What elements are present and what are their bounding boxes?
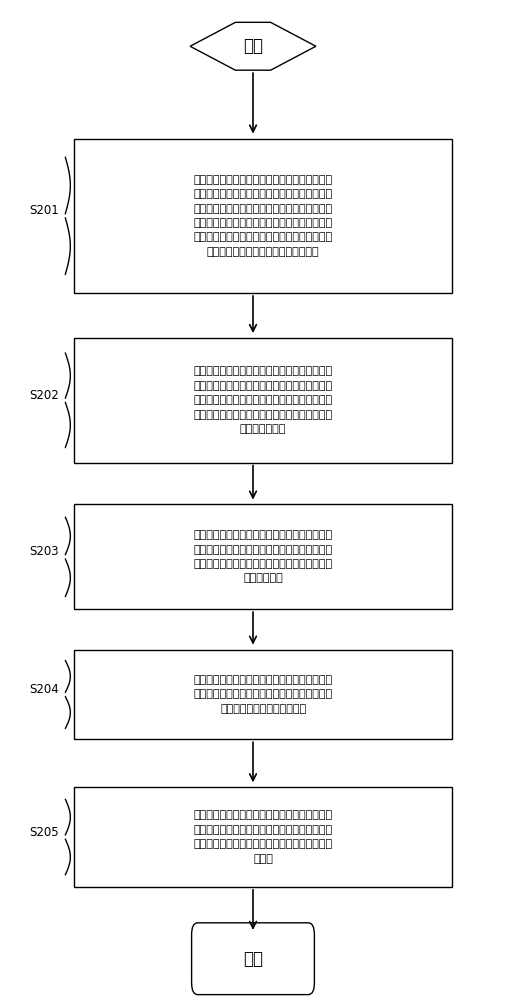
Text: 根据所述杆柱单元的长度、有效重力、第一井斜
角、第二井斜角、第一方位角以及第二方位角确
定所述杆柱单元的副法线方向上的总侧向力，称
为第三关系式: 根据所述杆柱单元的长度、有效重力、第一井斜 角、第二井斜角、第一方位角以及第二方… <box>193 530 332 583</box>
Text: 根据杆柱单元的曲率、长度、有效重力、横截面
的惯性矩、弹性模量以及第一井斜角、第二井斜
角、井眼的摩阻系数、冲程、冲次、油管内液体
动力粘度、泵深以及油管内径与: 根据杆柱单元的曲率、长度、有效重力、横截面 的惯性矩、弹性模量以及第一井斜角、第… <box>193 175 332 257</box>
Text: S205: S205 <box>30 826 59 839</box>
Text: S202: S202 <box>29 389 59 402</box>
Bar <box>74 787 451 887</box>
Bar <box>74 504 451 609</box>
Polygon shape <box>190 22 315 70</box>
Text: 根据所述杆柱单元的曲率、长度、有效重力、第
一井斜角、第二井斜角、第一方位角以及第二方
位角确定所述杆柱单元的第二端的轴向力、第一
端的轴向力与全角平面上的总侧: 根据所述杆柱单元的曲率、长度、有效重力、第 一井斜角、第二井斜角、第一方位角以及… <box>193 366 332 434</box>
Bar <box>74 139 451 293</box>
Text: S201: S201 <box>29 204 59 217</box>
Text: S204: S204 <box>29 683 59 696</box>
Text: 结束: 结束 <box>242 950 263 968</box>
Bar <box>74 650 451 739</box>
Text: S203: S203 <box>30 545 59 558</box>
Text: 开始: 开始 <box>242 37 263 55</box>
Text: 根据所述第一关系式、第二关系式、第三关系式
、第四关系式确定所述杆柱单元的第二端的轴向
力、第一端的轴向力、所述杆柱单元单位长度的
侧向力: 根据所述第一关系式、第二关系式、第三关系式 、第四关系式确定所述杆柱单元的第二端… <box>193 810 332 864</box>
Text: 根据所述全角平面的总侧向力、副法线方向上的
总侧向力确定三维井眼中的所述杆柱单元单位长
度的侧向力，称为第四关系式: 根据所述全角平面的总侧向力、副法线方向上的 总侧向力确定三维井眼中的所述杆柱单元… <box>193 675 332 714</box>
FancyBboxPatch shape <box>191 923 314 995</box>
Bar <box>74 338 451 463</box>
